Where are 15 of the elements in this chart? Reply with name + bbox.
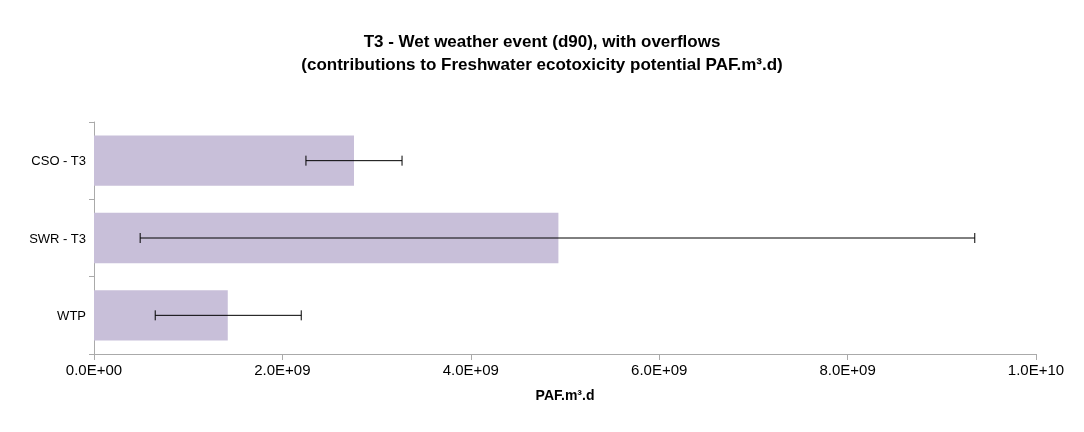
chart-title: T3 - Wet weather event (d90), with overflows xyxy=(363,32,721,51)
x-tick-label: 4.0E+09 xyxy=(442,361,499,378)
x-tick-label: 1.0E+10 xyxy=(1007,361,1065,378)
y-tick-label: SWR - T3 xyxy=(29,230,86,246)
x-axis-title: PAF.m³.d xyxy=(535,387,595,403)
x-tick-label: 8.0E+09 xyxy=(819,361,876,378)
x-tick-label: 2.0E+09 xyxy=(254,361,311,378)
x-tick-label: 0.0E+00 xyxy=(65,361,123,378)
bar xyxy=(94,135,354,186)
bar xyxy=(94,212,559,264)
y-tick-label: WTP xyxy=(57,307,86,323)
x-tick-label: 6.0E+09 xyxy=(631,361,688,378)
bar xyxy=(94,290,228,341)
y-tick-label: CSO - T3 xyxy=(31,153,86,169)
chart-subtitle: (contributions to Freshwater ecotoxicity potential PAF.m³.d) xyxy=(301,55,783,74)
